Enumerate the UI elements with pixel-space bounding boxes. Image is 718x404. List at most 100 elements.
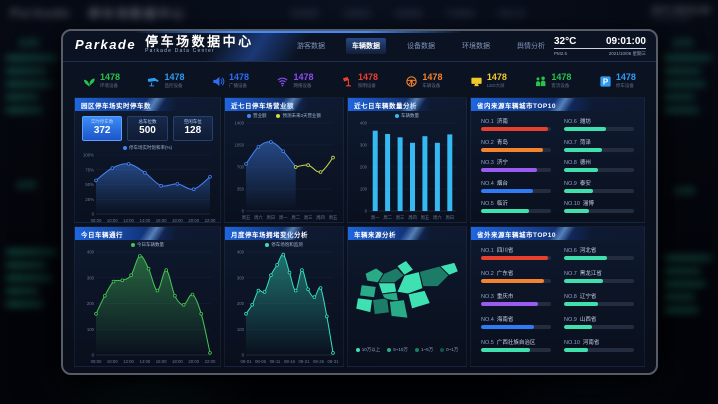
nav-vehicle-data[interactable]: 车辆数据 xyxy=(346,38,386,54)
top10-bar-fill xyxy=(481,188,533,193)
map-region[interactable] xyxy=(418,265,450,287)
svg-text:100: 100 xyxy=(237,327,245,332)
map-region[interactable] xyxy=(359,284,377,299)
panel-header: 月度停车场拥堵变化分析 xyxy=(225,227,343,240)
top10-label: NO.9 山西省 xyxy=(564,315,634,323)
top10-in-province-list: NO.1 济南 NO.2 青岛 NO.3 济宁 NO.4 烟台 NO.5 临沂 NO.6 潍… xyxy=(471,111,644,220)
kpi-box: 空闲车位 128 xyxy=(172,116,213,141)
people-icon xyxy=(534,75,547,88)
top10-name: 济宁 xyxy=(496,160,508,166)
top10-rank: NO.10 xyxy=(564,340,580,346)
nav-device-data[interactable]: 设备数据 xyxy=(407,43,435,50)
top10-name: 泰安 xyxy=(579,180,591,187)
svg-text:P: P xyxy=(603,77,608,86)
panel-monthly-congestion: 月度停车场拥堵变化分析 停车场饱和监测 0 100 200 300 400 08-01 08… xyxy=(224,226,344,367)
panel-revenue: 近七日停车场营业额 营业额 预测未来3天营业额 0 350 700 1050 1400 周五… xyxy=(224,97,344,223)
chart-svg: 0 100 200 300 400 08:00 10:00 12:00 14:00 16:00 18… xyxy=(87,250,216,365)
panel-title: 车辆来源分析 xyxy=(354,231,396,239)
weekly-bar-chart[interactable]: 车辆数量 0 100 200 300 400 周一 周二 周三 周四 周五 周六 周日 xyxy=(350,112,464,222)
map-region[interactable] xyxy=(377,267,405,284)
top10-bar-fill xyxy=(564,256,608,260)
top10-rank: NO.5 xyxy=(481,201,494,207)
stat-text: 1478 LED大屏 xyxy=(487,72,507,90)
panel-title: 今日车辆通行 xyxy=(81,231,123,239)
map-region[interactable] xyxy=(355,297,373,314)
today-area-chart[interactable]: 今日车辆数量 0 100 200 300 400 08:00 10:00 12:00 14:00… xyxy=(77,241,218,366)
top10-rank: NO.5 xyxy=(481,340,494,346)
backdrop-bar xyxy=(664,282,707,286)
svg-text:12:00: 12:00 xyxy=(123,359,134,364)
nav-environment-data[interactable]: 环境数据 xyxy=(462,43,490,50)
top10-label: NO.4 烟台 xyxy=(481,179,551,187)
backdrop-nav-opinion-analysis: 舆情分析 xyxy=(498,11,526,18)
backdrop-nav-visitor-data: 游客数据 xyxy=(290,11,318,18)
top10-label: NO.3 重庆市 xyxy=(481,292,551,300)
top10-bar-fill xyxy=(481,325,535,329)
svg-text:08-26: 08-26 xyxy=(313,359,325,364)
top10-bar-fill xyxy=(564,209,590,213)
panel-title: 近七日车辆数量分析 xyxy=(354,102,417,110)
stat-value: 1478 xyxy=(615,71,636,82)
svg-text:周三: 周三 xyxy=(304,215,313,221)
top10-bar-track xyxy=(481,127,551,131)
top10-label: NO.2 广东省 xyxy=(481,269,551,277)
map-region[interactable] xyxy=(439,261,459,276)
backdrop-title: 停车场数据中心 xyxy=(88,7,187,21)
map-legend-item: 1~5万 xyxy=(414,347,433,353)
backdrop-bars-right xyxy=(664,56,712,112)
parking-icon: P xyxy=(599,75,612,88)
wheel-icon xyxy=(405,75,418,88)
revenue-line-chart[interactable]: 营业额 预测未来3天营业额 0 350 700 1050 1400 周五 周六 周日 周一 周二 周三… xyxy=(227,112,341,222)
map-region[interactable] xyxy=(407,289,431,310)
svg-text:周三: 周三 xyxy=(396,215,405,221)
top10-item: NO.2 青岛 xyxy=(481,138,551,159)
realtime-saturation-chart[interactable]: 停车场实时饱和率(%) 0 25% 50% 75% 100% 08:00 10:00 12:0… xyxy=(77,144,218,223)
panel-header: 近七日停车场营业额 xyxy=(225,98,343,111)
top10-bar-track xyxy=(481,279,551,283)
top10-bar-fill xyxy=(564,188,594,193)
top10-rank: NO.3 xyxy=(481,294,494,300)
backdrop-nav-environment-data: 环境数据 xyxy=(446,11,474,18)
backdrop-bar xyxy=(664,256,712,260)
map-region[interactable] xyxy=(396,271,424,295)
chart-legend: 车辆数量 xyxy=(350,113,464,119)
stat-greenery-device: 1478 环境设备 xyxy=(83,72,120,90)
top10-bar-track xyxy=(564,127,634,131)
stat-vehicle-device: 1478 车辆设备 xyxy=(405,72,442,90)
map-region[interactable] xyxy=(372,297,390,315)
top10-name: 重庆市 xyxy=(496,294,514,300)
chart-legend: 营业额 预测未来3天营业额 xyxy=(227,113,341,119)
svg-text:周一: 周一 xyxy=(279,215,288,221)
svg-text:100: 100 xyxy=(87,327,95,332)
nav-opinion-analysis[interactable]: 舆情分析 xyxy=(517,43,545,50)
svg-text:08-01: 08-01 xyxy=(241,359,253,364)
top10-rank: NO.10 xyxy=(564,201,580,207)
top10-label: NO.2 青岛 xyxy=(481,138,551,146)
svg-text:18:00: 18:00 xyxy=(172,218,183,223)
kpi-box: 总车位数 500 xyxy=(127,116,168,141)
brand-block: Parkade 停车场数据中心 Parkade Data Center xyxy=(75,34,254,55)
map-region[interactable] xyxy=(396,259,415,276)
svg-text:300: 300 xyxy=(87,275,95,280)
backdrop-bar xyxy=(664,56,712,60)
top10-bar-track xyxy=(564,325,634,329)
svg-text:350: 350 xyxy=(237,187,245,192)
svg-text:周五: 周五 xyxy=(329,215,338,221)
top10-name: 黑龙江省 xyxy=(579,271,602,277)
stat-value: 1478 xyxy=(551,71,572,82)
svg-text:16:00: 16:00 xyxy=(156,359,167,364)
top10-bar-track xyxy=(481,256,551,260)
monthly-area-chart[interactable]: 停车场饱和监测 0 100 200 300 400 08-01 08-06 08-11 08-1… xyxy=(227,241,341,366)
backdrop-bar xyxy=(6,250,58,254)
svg-text:300: 300 xyxy=(237,275,245,280)
top10-item: NO.5 临沂 xyxy=(481,199,551,220)
top10-bar-track xyxy=(564,188,634,193)
backdrop-bar xyxy=(6,276,52,280)
map-region[interactable] xyxy=(388,299,409,319)
svg-text:20:00: 20:00 xyxy=(188,359,199,364)
nav-visitor-data[interactable]: 游客数据 xyxy=(297,43,325,50)
svg-text:周五: 周五 xyxy=(242,215,251,221)
top10-item: NO.8 辽宁省 xyxy=(564,292,634,315)
backdrop-bars-right-lower xyxy=(664,256,712,312)
top10-name: 烟台 xyxy=(496,180,508,187)
